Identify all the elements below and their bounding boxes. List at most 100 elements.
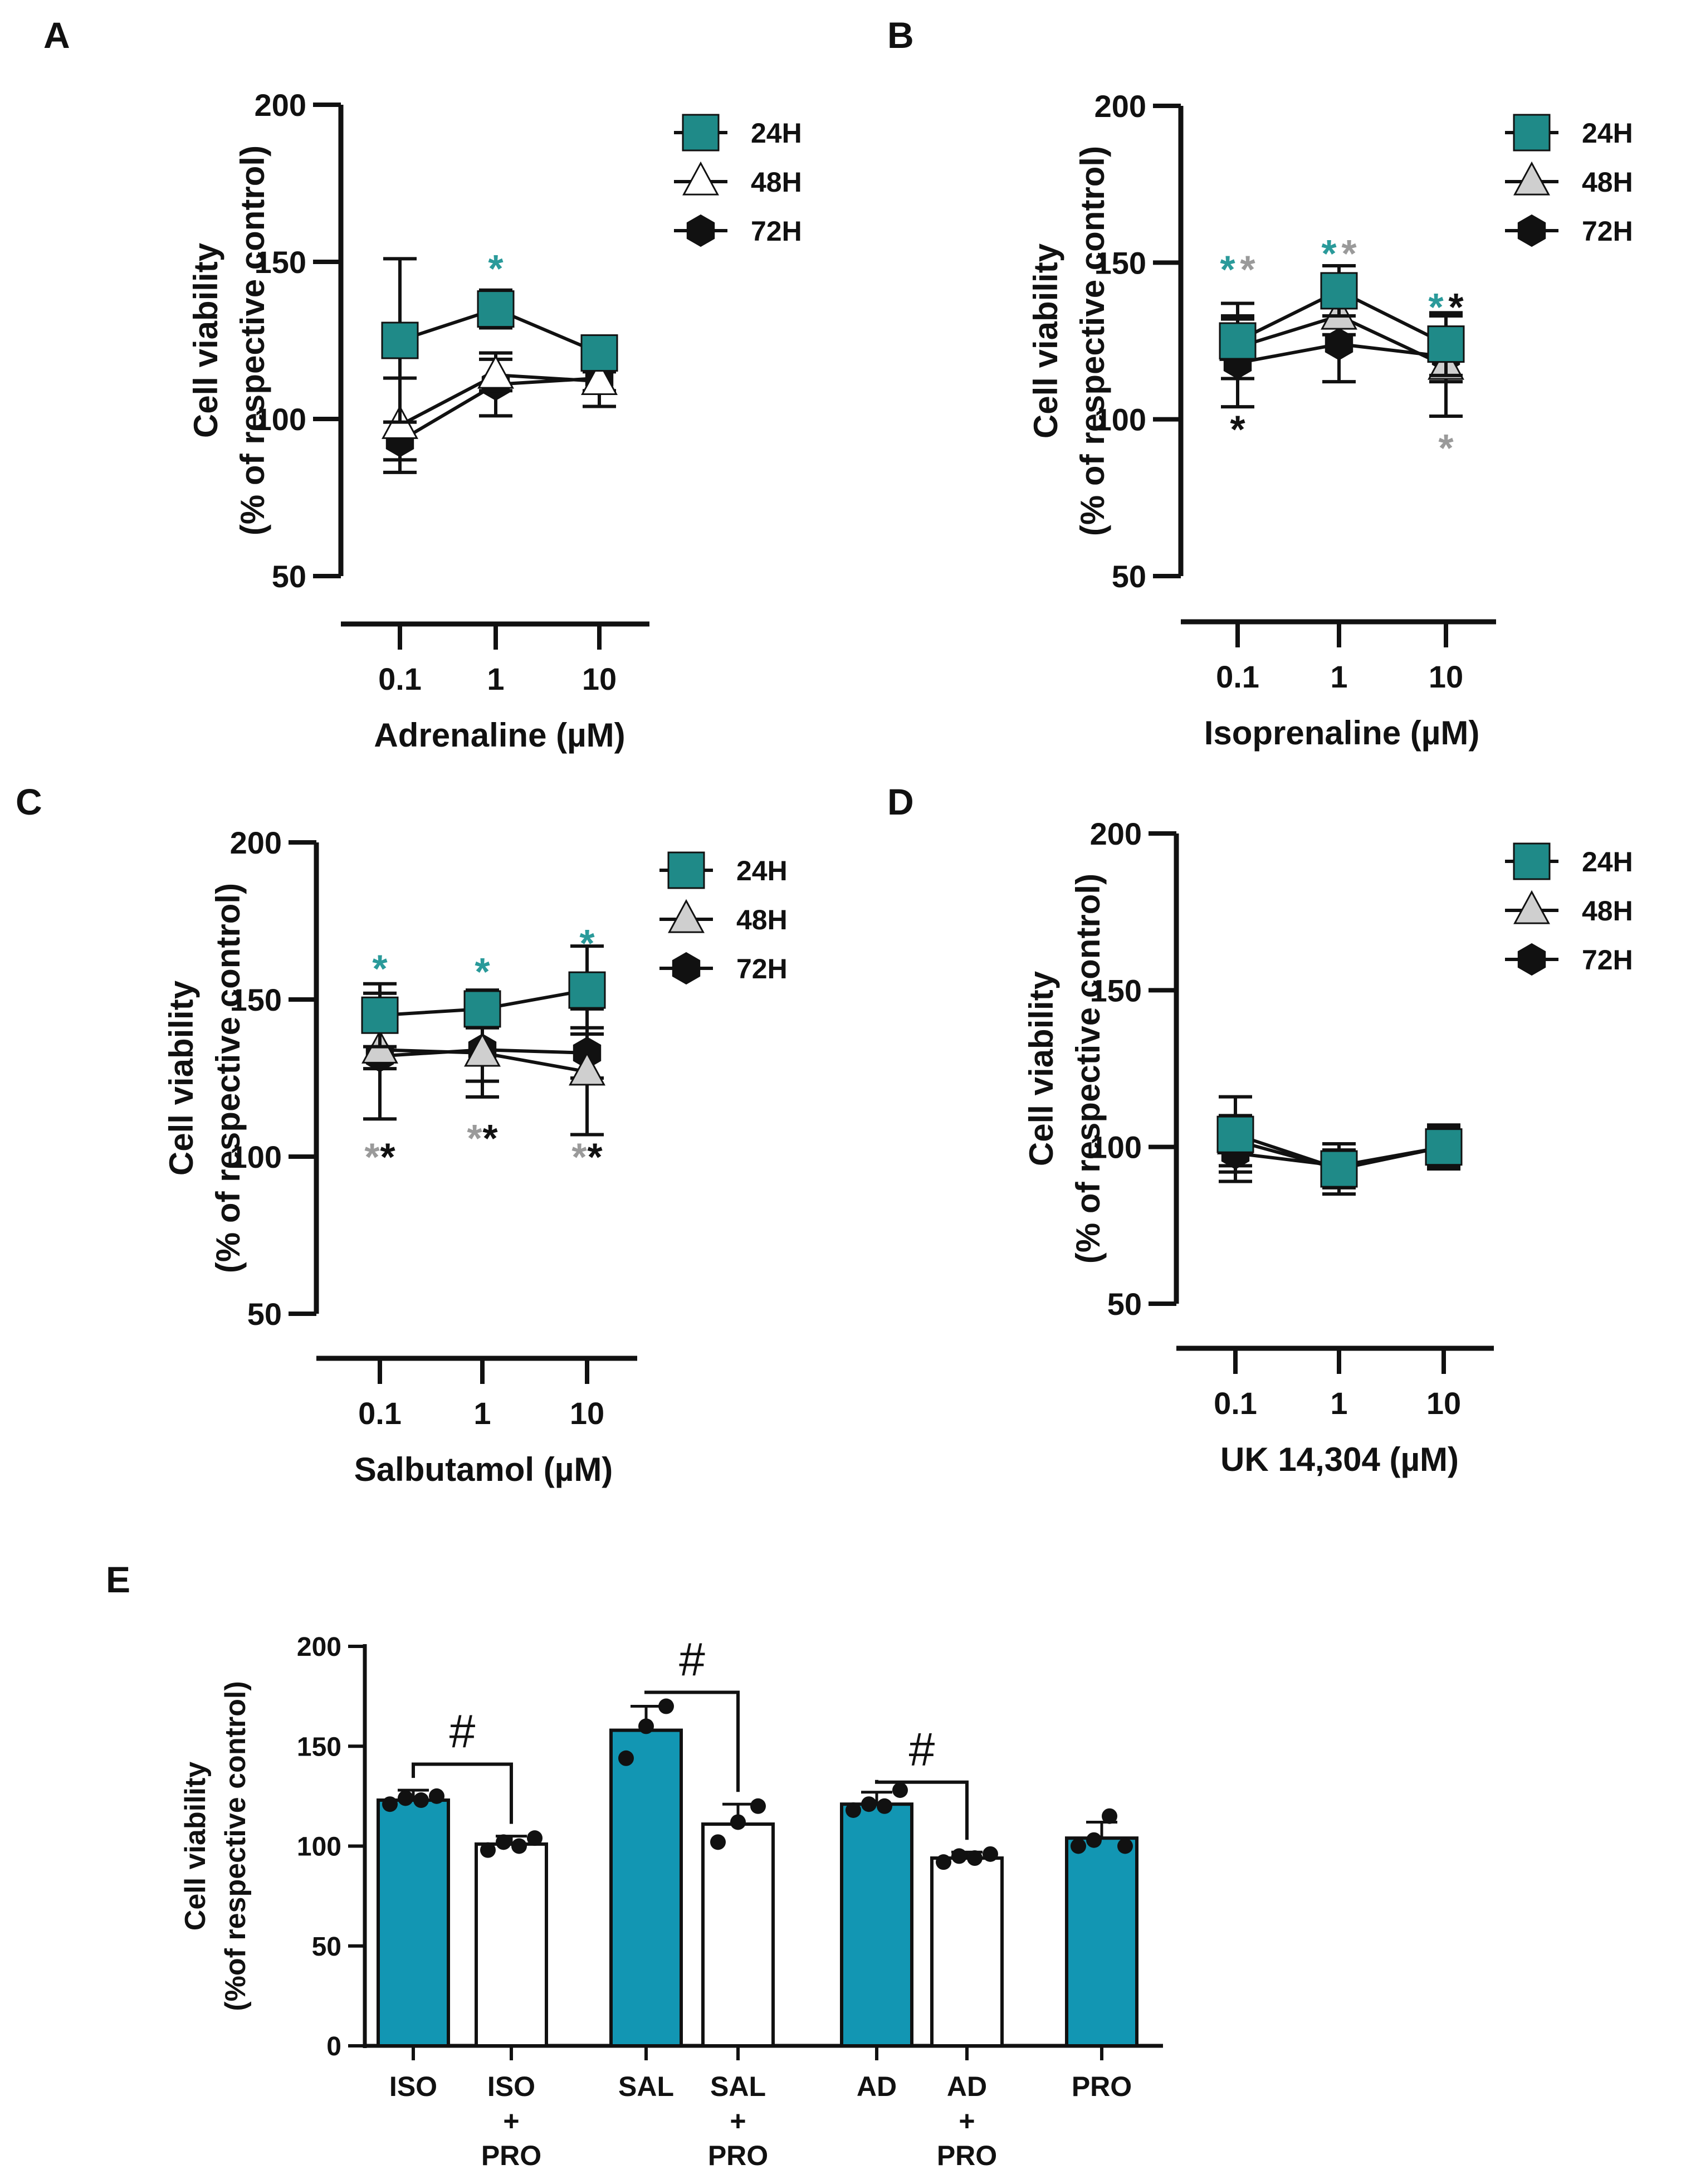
data-point-24H bbox=[477, 290, 515, 328]
x-tick-label: SAL bbox=[710, 2071, 766, 2102]
x-tick-label: AD bbox=[857, 2071, 897, 2102]
panel-a-label: A bbox=[43, 14, 70, 56]
legend-marker-72H bbox=[672, 952, 701, 985]
significance-star: * bbox=[475, 950, 490, 993]
data-point bbox=[511, 1838, 527, 1854]
significance-star: * bbox=[372, 947, 388, 990]
data-point-24H bbox=[463, 990, 501, 1028]
series-24H bbox=[381, 257, 618, 424]
legend: 24H 48H 72H bbox=[1505, 114, 1633, 247]
data-point bbox=[658, 1698, 674, 1714]
y-axis-label: Cell viability (%of respective control) bbox=[179, 1681, 252, 2011]
y-tick-label: 100 bbox=[1090, 1130, 1142, 1165]
data-point-24H bbox=[381, 321, 419, 359]
data-point bbox=[496, 1834, 511, 1850]
y-tick-label: 0 bbox=[326, 2032, 341, 2061]
y-tick-label: 100 bbox=[230, 1139, 282, 1174]
legend-label: 24H bbox=[751, 118, 802, 149]
bracket-line bbox=[412, 1762, 513, 1824]
data-point-24H bbox=[1216, 1115, 1254, 1153]
y-tick-label: 200 bbox=[230, 825, 282, 860]
significance-star: * bbox=[1240, 247, 1255, 291]
x-tick-label: ISO bbox=[389, 2071, 437, 2102]
legend-marker-48H bbox=[1513, 161, 1550, 196]
significance-star: * bbox=[482, 1117, 498, 1160]
legend-marker-48H bbox=[1513, 890, 1550, 924]
panel-a: A 50 100 150 200 Cell viability (% of respect… bbox=[43, 14, 802, 754]
x-tick-label: PRO bbox=[708, 2140, 768, 2171]
data-point-48H bbox=[569, 1051, 605, 1086]
y-tick-label: 50 bbox=[1112, 559, 1146, 594]
data-point-24H bbox=[1425, 1128, 1463, 1166]
legend-marker-24H bbox=[667, 851, 705, 889]
x-tick-label: 1 bbox=[1330, 659, 1347, 694]
y-axis-label-line1: Cell viability bbox=[179, 1762, 212, 1931]
y-tick-label: 150 bbox=[1094, 245, 1146, 280]
x-tick-label: PRO bbox=[481, 2140, 541, 2171]
data-point bbox=[480, 1842, 496, 1858]
bar bbox=[475, 1842, 548, 2048]
data-point bbox=[892, 1782, 908, 1798]
significance-star: * bbox=[1448, 285, 1464, 329]
significance-star: * bbox=[364, 1135, 380, 1179]
panel-c-label: C bbox=[16, 781, 42, 822]
data-point-24H bbox=[568, 971, 606, 1009]
data-point bbox=[382, 1796, 398, 1812]
x-tick-label: AD bbox=[947, 2071, 987, 2102]
bar bbox=[1065, 1836, 1138, 2048]
x-tick-label: 10 bbox=[1429, 659, 1463, 694]
legend-label: 48H bbox=[1582, 167, 1633, 198]
y-tick-label: 100 bbox=[297, 1832, 341, 1862]
y-tick-label: 200 bbox=[1094, 89, 1146, 124]
x-axis-label: Isoprenaline (µM) bbox=[1204, 714, 1480, 752]
chart-c: 50 100 150 200 Cell viability (% of respectiv… bbox=[163, 825, 788, 1488]
y-tick-label: 100 bbox=[255, 402, 306, 437]
data-point-24H bbox=[1219, 322, 1257, 360]
data-point bbox=[1086, 1832, 1102, 1848]
data-point bbox=[936, 1854, 951, 1870]
data-point bbox=[413, 1792, 429, 1808]
data-point bbox=[618, 1750, 634, 1766]
series-24H bbox=[1216, 1095, 1463, 1196]
x-tick-label: + bbox=[503, 2105, 519, 2137]
significance-star: * bbox=[1341, 232, 1357, 275]
data-point bbox=[398, 1790, 413, 1806]
x-tick-label: PRO bbox=[1072, 2071, 1132, 2102]
legend-label: 72H bbox=[1582, 944, 1633, 976]
y-axis-label-line1: Cell viability bbox=[1027, 243, 1064, 438]
significance-hash: # bbox=[909, 1723, 935, 1776]
data-point bbox=[983, 1846, 998, 1862]
y-axis-label-line1: Cell viability bbox=[187, 242, 224, 438]
data-point bbox=[1071, 1838, 1086, 1854]
legend-label: 24H bbox=[1582, 118, 1633, 149]
x-tick-label: 10 bbox=[570, 1396, 604, 1431]
legend-marker-24H bbox=[682, 114, 720, 152]
data-point-24H bbox=[580, 334, 618, 372]
significance-star: * bbox=[488, 247, 504, 290]
legend-label: 48H bbox=[1582, 895, 1633, 927]
legend: 24H 48H 72H bbox=[674, 114, 802, 247]
panel-d: D 50 100 150 200 Cell viability (% of respect… bbox=[887, 781, 1633, 1478]
panel-b: B 50 100 150 200 Cell viability (% of respect… bbox=[887, 14, 1633, 752]
chart-b: 50 100 150 200 Cell viability (% of respectiv… bbox=[1027, 89, 1633, 752]
significance-star: * bbox=[1230, 407, 1245, 451]
x-tick-label: 1 bbox=[1330, 1386, 1347, 1421]
legend-label: 72H bbox=[1582, 216, 1633, 247]
y-tick-label: 50 bbox=[272, 559, 306, 594]
y-axis-label-line2: (% of respective control) bbox=[234, 145, 271, 535]
panel-e-label: E bbox=[106, 1559, 130, 1600]
data-point-24H bbox=[1427, 325, 1465, 363]
data-point bbox=[710, 1834, 726, 1850]
significance-star: * bbox=[1321, 232, 1337, 275]
data-point-24H bbox=[1320, 272, 1358, 310]
x-tick-label: 1 bbox=[487, 661, 504, 696]
legend-marker-72H bbox=[1517, 943, 1546, 976]
y-tick-label: 100 bbox=[1094, 402, 1146, 437]
y-tick-label: 50 bbox=[312, 1932, 341, 1962]
legend-label: 24H bbox=[736, 855, 788, 886]
significance-star: * bbox=[579, 922, 595, 965]
bar bbox=[377, 1798, 450, 2048]
y-axis-label-line2: (%of respective control) bbox=[219, 1681, 252, 2011]
x-tick-label: 10 bbox=[1426, 1386, 1461, 1421]
